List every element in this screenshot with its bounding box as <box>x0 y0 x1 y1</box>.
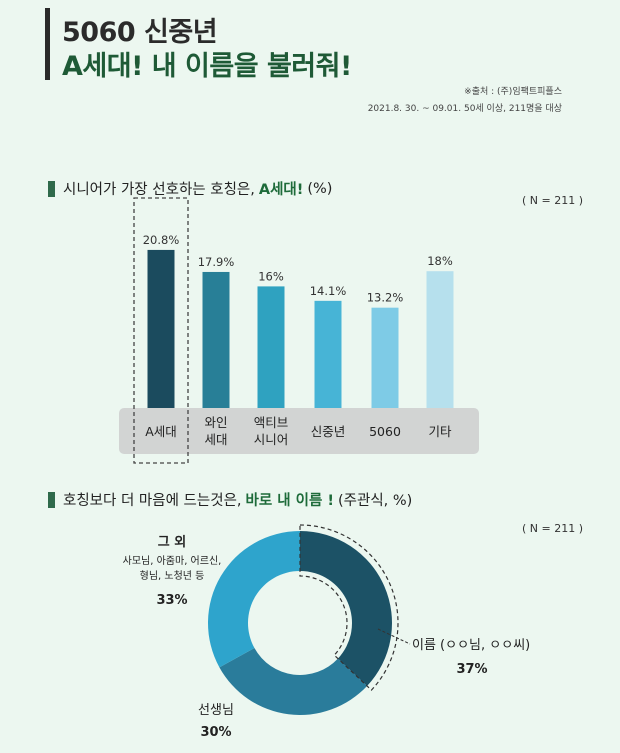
highlight-box <box>133 197 189 464</box>
donut-section-title: 호칭보다 더 마음에 드는것은, 바로 내 이름 ! (주관식, %) <box>48 489 412 510</box>
section-marker <box>48 180 55 197</box>
page-title: 5060 신중년 <box>62 17 218 48</box>
category-tick-label: 세대 <box>204 432 227 447</box>
donut-section-title-highlight: 바로 내 이름 ! <box>245 493 334 509</box>
slice-label: 그 외 <box>158 534 186 550</box>
category-tick-label: 시니어 <box>254 432 289 447</box>
bar <box>426 271 454 408</box>
source-line-1: ※출처 : (주)임팩트피플스 <box>464 87 562 97</box>
bar-value-label: 16% <box>258 269 284 283</box>
bar-section-title: 시니어가 가장 선호하는 호칭은, A세대! (%) <box>48 178 332 199</box>
bar-value-label: 14.1% <box>310 284 347 298</box>
donut-slice <box>208 531 300 668</box>
highlight-outline <box>299 524 399 691</box>
donut-sample-size: ( N = 211 ) <box>522 522 584 535</box>
bar-section-title-pre: 시니어가 가장 선호하는 호칭은, <box>63 182 255 198</box>
leader-line <box>377 628 411 645</box>
bar-section-title-highlight: A세대! <box>258 182 304 198</box>
category-tick-label: 와인 <box>204 415 227 430</box>
category-tick-label: 액티브 <box>254 415 289 430</box>
title-accent-bar <box>45 8 50 80</box>
donut-section-title-post: (주관식, %) <box>337 493 413 509</box>
section-marker <box>48 491 55 508</box>
source-note: ※출처 : (주)임팩트피플스 2021.8. 30. ~ 09.01. 50세… <box>368 84 562 118</box>
donut-section-title-pre: 호칭보다 더 마음에 드는것은, <box>63 493 242 509</box>
bar <box>202 271 230 408</box>
slice-sublabel: 형님, 노청년 등 <box>140 570 205 582</box>
bar-value-label: 13.2% <box>367 291 404 305</box>
category-tick-label: 5060 <box>369 424 401 439</box>
category-band <box>119 408 479 454</box>
slice-value-label: 37% <box>456 662 487 677</box>
donut-slice <box>219 648 368 715</box>
category-tick-label: A세대 <box>145 424 177 439</box>
bar-sample-size: ( N = 211 ) <box>522 194 584 207</box>
bar-value-label: 18% <box>427 254 453 268</box>
slice-label: 선생님 <box>198 703 234 718</box>
bar-value-label: 20.8% <box>143 233 180 247</box>
source-line-2: 2021.8. 30. ~ 09.01. 50세 이상, 211명을 대상 <box>367 104 562 114</box>
bar <box>147 249 175 408</box>
slice-label: 이름 (ㅇㅇ님, ㅇㅇ씨) <box>412 638 530 653</box>
slice-value-label: 30% <box>200 725 231 740</box>
bar-section-title-post: (%) <box>307 180 333 197</box>
bar <box>257 286 285 408</box>
bar <box>371 307 399 408</box>
donut-slice <box>300 531 392 686</box>
slice-sublabel: 사모님, 아줌마, 어르신, <box>123 555 222 567</box>
category-tick-label: 신중년 <box>311 424 346 439</box>
slice-value-label: 33% <box>156 593 187 608</box>
bar <box>314 300 342 408</box>
bar-value-label: 17.9% <box>198 255 235 269</box>
page-subtitle: A세대! 내 이름을 불러줘! <box>62 51 352 82</box>
category-tick-label: 기타 <box>428 424 452 439</box>
